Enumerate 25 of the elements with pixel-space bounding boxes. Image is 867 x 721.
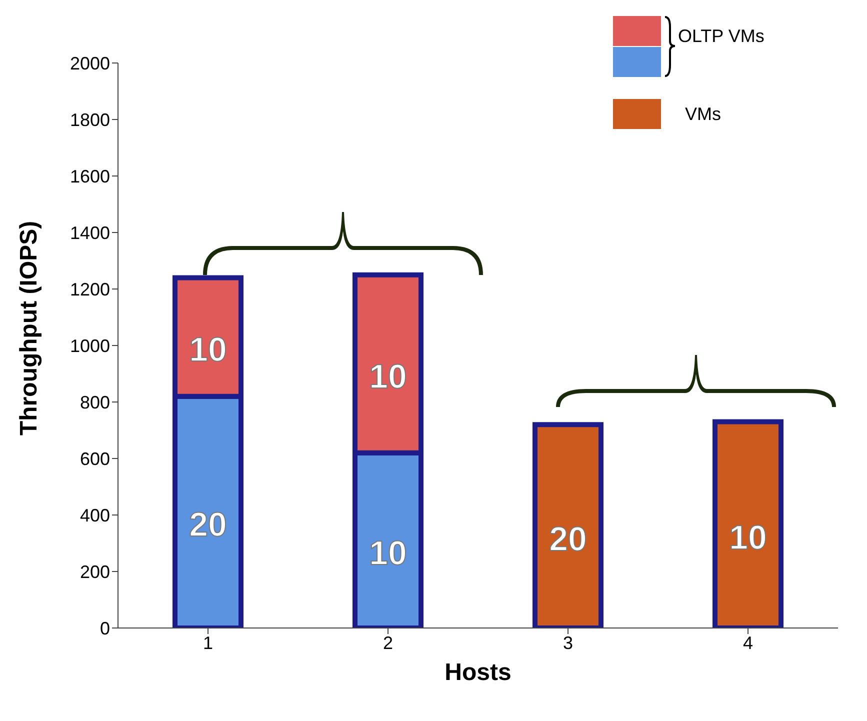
y-tick-label: 800 <box>80 392 110 412</box>
annotation: 10 <box>369 534 407 572</box>
y-tick-label: 1800 <box>70 110 110 130</box>
annotation: 10 <box>729 518 767 557</box>
y-tick-label: 0 <box>100 618 110 638</box>
annotation: 10 <box>189 331 227 370</box>
legend-label: OLTP VMs <box>678 26 764 47</box>
x-tick-label: 4 <box>742 632 754 653</box>
annotation: 10 <box>369 358 407 396</box>
y-tick-label: 600 <box>80 448 110 469</box>
legend-label: VMs <box>685 104 721 124</box>
y-tick-label: 400 <box>80 505 110 526</box>
x-tick-label: 3 <box>562 632 574 653</box>
y-tick-label: 1200 <box>70 279 110 300</box>
y-tick-label: 2000 <box>70 53 110 74</box>
x-tick-label: 2 <box>382 632 394 653</box>
annotation: 20 <box>549 520 587 558</box>
x-axis-title: Hosts <box>444 659 512 686</box>
y-tick-label: 1600 <box>70 166 110 186</box>
x-tick-label: 1 <box>202 632 214 653</box>
y-tick-label: 200 <box>80 562 110 582</box>
annotation: 20 <box>189 506 227 544</box>
y-tick-label: 1000 <box>70 336 110 356</box>
y-tick-label: 1400 <box>70 222 110 243</box>
y-axis-title: Throughput (IOPS) <box>16 220 43 436</box>
